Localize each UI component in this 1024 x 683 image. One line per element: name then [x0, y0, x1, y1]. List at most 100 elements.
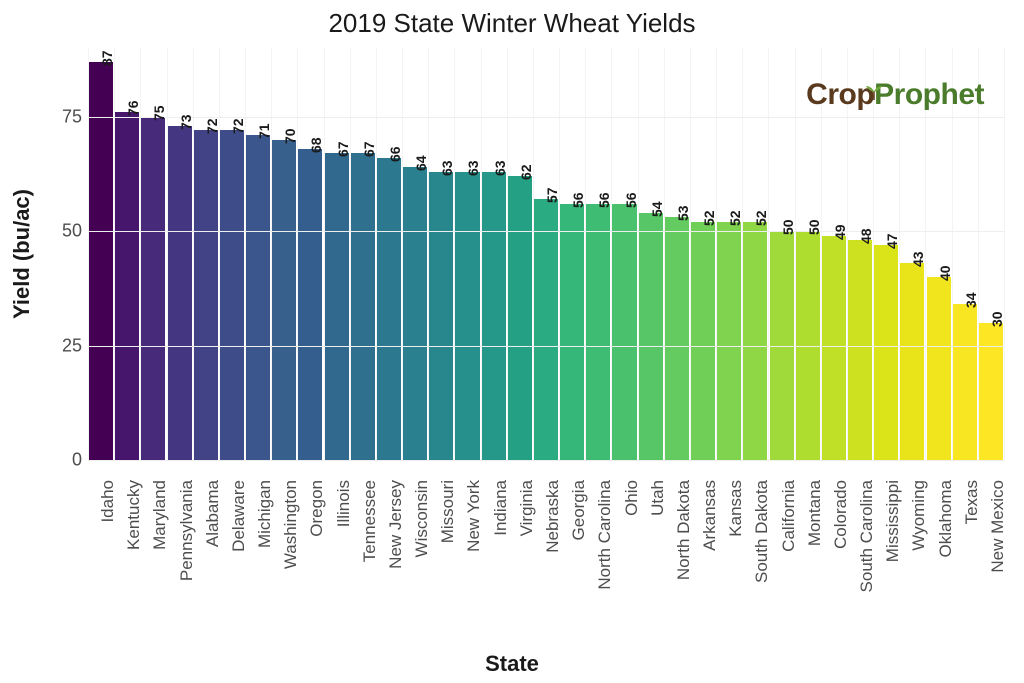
bar: [298, 149, 322, 460]
bar-value-label: 68: [308, 137, 324, 153]
bar-value-label: 67: [361, 142, 377, 158]
bar: [691, 222, 715, 460]
bar-value-label: 54: [649, 201, 665, 217]
bar: [115, 112, 139, 460]
bar: [351, 153, 375, 460]
bar: [141, 117, 165, 460]
bar-value-label: 50: [806, 220, 822, 236]
bar: [953, 304, 977, 460]
bar-value-label: 57: [544, 187, 560, 203]
x-tick-label: North Carolina: [595, 480, 615, 620]
y-tick-label: 50: [32, 221, 82, 242]
x-tick-label: Texas: [962, 480, 982, 620]
x-tick-label: South Dakota: [752, 480, 772, 620]
bar-value-label: 34: [963, 293, 979, 309]
x-tick-label: Illinois: [334, 480, 354, 620]
bar: [612, 204, 636, 460]
bar: [89, 62, 113, 460]
bar-value-label: 64: [413, 155, 429, 171]
bar-value-label: 75: [151, 105, 167, 121]
bar-value-label: 43: [910, 252, 926, 268]
grid-line-h: [88, 460, 1004, 461]
bar-value-label: 52: [701, 210, 717, 226]
bar: [508, 176, 532, 460]
bar: [325, 153, 349, 460]
x-tick-label: Indiana: [491, 480, 511, 620]
x-tick-label: Kentucky: [124, 480, 144, 620]
bar-value-label: 67: [335, 142, 351, 158]
logo-part2: Prophet: [874, 78, 984, 111]
bar-value-label: 53: [675, 206, 691, 222]
x-tick-label: Colorado: [831, 480, 851, 620]
x-tick-label: Oregon: [307, 480, 327, 620]
bar: [220, 130, 244, 460]
bar-value-label: 62: [518, 165, 534, 181]
x-tick-label: Arkansas: [700, 480, 720, 620]
bar-value-label: 50: [780, 220, 796, 236]
x-tick-label: Michigan: [255, 480, 275, 620]
x-tick-label: Utah: [648, 480, 668, 620]
x-tick-label: South Carolina: [857, 480, 877, 620]
bar: [743, 222, 767, 460]
bar-value-label: 66: [387, 146, 403, 162]
bar-value-label: 30: [989, 311, 1005, 327]
grid-line-v: [1004, 48, 1005, 460]
bar-value-label: 48: [858, 229, 874, 245]
bar-value-label: 56: [623, 192, 639, 208]
bar: [927, 277, 951, 460]
x-tick-label: Maryland: [150, 480, 170, 620]
x-tick-label: Georgia: [569, 480, 589, 620]
bar: [586, 204, 610, 460]
bar-value-label: 72: [204, 119, 220, 135]
bar-value-label: 71: [256, 123, 272, 139]
x-tick-label: Nebraska: [543, 480, 563, 620]
bar-value-label: 47: [884, 233, 900, 249]
bar-value-label: 63: [492, 160, 508, 176]
y-tick-label: 25: [32, 335, 82, 356]
bar: [377, 158, 401, 460]
y-tick-label: 75: [32, 106, 82, 127]
bar: [194, 130, 218, 460]
bar: [534, 199, 558, 460]
bar-value-label: 76: [125, 101, 141, 117]
bar-value-label: 87: [99, 50, 115, 66]
x-tick-label: Ohio: [622, 480, 642, 620]
y-tick-label: 0: [32, 450, 82, 471]
x-tick-label: Idaho: [98, 480, 118, 620]
x-tick-label: New Jersey: [386, 480, 406, 620]
x-tick-label: Pennsylvania: [177, 480, 197, 620]
x-tick-label: Missouri: [438, 480, 458, 620]
bar-value-label: 63: [465, 160, 481, 176]
bar-value-label: 49: [832, 224, 848, 240]
x-tick-label: Wyoming: [909, 480, 929, 620]
bar: [665, 217, 689, 460]
x-tick-label: Alabama: [203, 480, 223, 620]
x-tick-label: North Dakota: [674, 480, 694, 620]
x-tick-label: Delaware: [229, 480, 249, 620]
x-tick-label: Tennessee: [360, 480, 380, 620]
bar: [848, 240, 872, 460]
x-tick-label: New York: [464, 480, 484, 620]
x-tick-label: Montana: [805, 480, 825, 620]
bar-value-label: 70: [282, 128, 298, 144]
bar: [272, 140, 296, 460]
bar: [874, 245, 898, 460]
bar-value-label: 56: [570, 192, 586, 208]
bar-value-label: 56: [596, 192, 612, 208]
bar: [822, 236, 846, 460]
x-tick-label: California: [779, 480, 799, 620]
bar: [717, 222, 741, 460]
bar: [455, 172, 479, 460]
x-tick-label: Washington: [281, 480, 301, 620]
bar: [639, 213, 663, 460]
bar: [246, 135, 270, 460]
bar-value-label: 52: [727, 210, 743, 226]
y-axis-title: Yield (bu/ac): [9, 189, 35, 319]
logo-part1: Crop: [806, 78, 874, 111]
x-tick-label: Kansas: [726, 480, 746, 620]
bar-value-label: 63: [439, 160, 455, 176]
x-tick-label: New Mexico: [988, 480, 1008, 620]
bar: [429, 172, 453, 460]
bar: [560, 204, 584, 460]
bar: [979, 323, 1003, 460]
